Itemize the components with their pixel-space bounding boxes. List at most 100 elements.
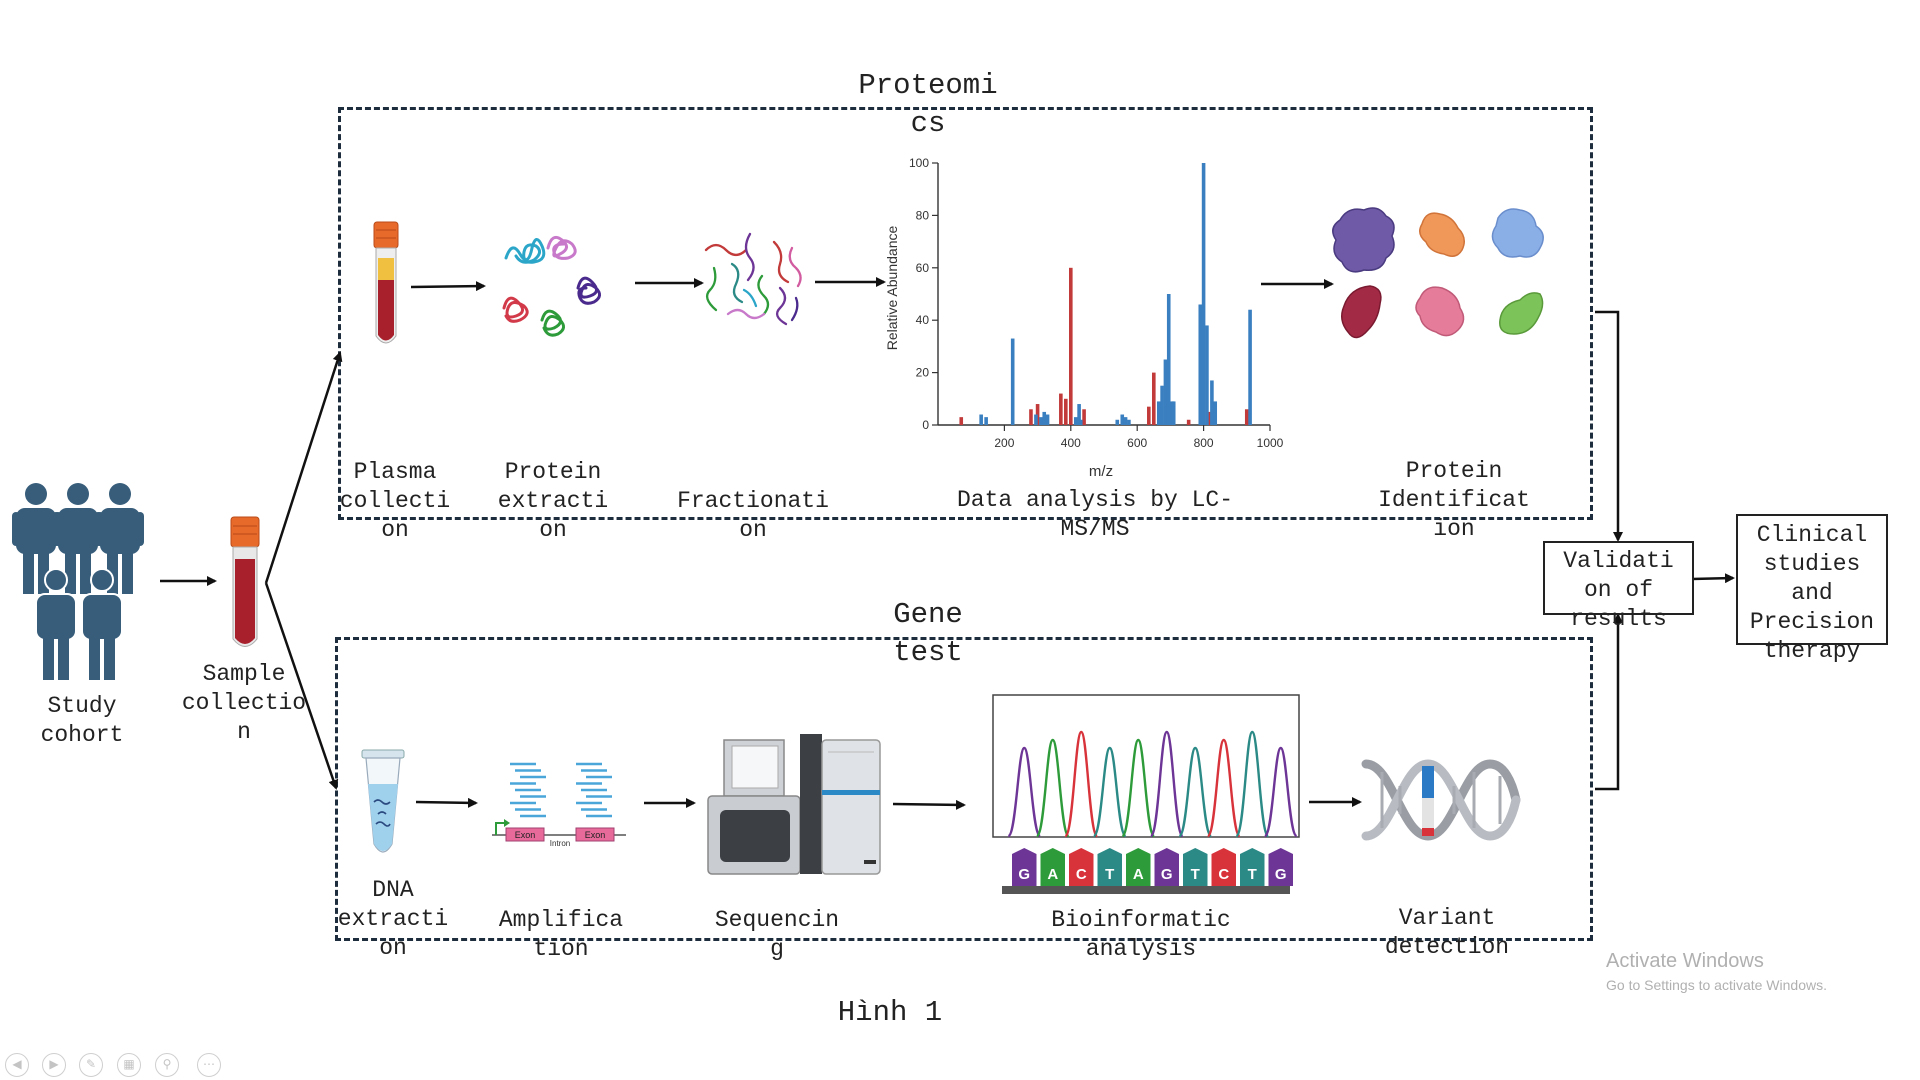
- chart-bar: [1034, 414, 1038, 425]
- chart-bar: [1147, 406, 1151, 425]
- pen-tool-icon[interactable]: ✎: [79, 1053, 103, 1077]
- chromatogram-peak: [1035, 738, 1070, 838]
- chart-bar: [1160, 385, 1164, 425]
- chart-y-tick-label: 80: [916, 208, 930, 222]
- protein-identification-label: Protein Identificat ion: [1378, 458, 1530, 542]
- base-letter: A: [1133, 866, 1144, 883]
- base-tile: [1154, 848, 1179, 886]
- arrow-sample-to-proteomics: [264, 351, 343, 584]
- connector-proteomics-to-validation: [1595, 310, 1623, 542]
- arrow-dna-to-amplification: [415, 797, 478, 808]
- amplification-label: Amplifica tion: [498, 907, 624, 962]
- chart-bar: [1156, 401, 1161, 425]
- chart-x-axis-label: m/z: [1089, 463, 1113, 480]
- chart-y-tick-label: 0: [922, 418, 929, 432]
- arrow-seq-to-bioinformatic: [892, 799, 966, 810]
- amplification-icon: Exon Intron Exon: [492, 762, 626, 848]
- chart-y-tick-label: 100: [909, 156, 929, 170]
- chart-bar: [1166, 294, 1171, 425]
- chart-bar: [1198, 304, 1203, 425]
- chart-y-tick-label: 40: [916, 313, 930, 327]
- base-letter: T: [1248, 866, 1257, 883]
- exon-right-text: Exon: [585, 830, 606, 840]
- chromatogram-peak: [1121, 738, 1156, 838]
- chart-bar: [1201, 163, 1206, 425]
- chart-bar: [1045, 414, 1050, 425]
- chromatogram-peak: [1263, 746, 1298, 838]
- sample-collection-label: Sample collectio n: [181, 661, 307, 745]
- chart-bar: [1123, 417, 1128, 425]
- base-tile: [1268, 848, 1293, 886]
- clinical-box: [1736, 514, 1888, 645]
- base-letter: T: [1191, 866, 1200, 883]
- base-tile: [1012, 848, 1037, 886]
- proteomics-box: [338, 107, 1593, 520]
- validation-box: [1543, 541, 1694, 615]
- protein-extraction-label: Protein extracti on: [497, 459, 609, 543]
- base-letter: C: [1076, 866, 1087, 883]
- more-options-icon[interactable]: ⋯: [197, 1053, 221, 1077]
- chart-bar: [1205, 325, 1209, 425]
- chart-bar: [1010, 338, 1015, 425]
- study-cohort-people-icon: [12, 483, 144, 680]
- next-slide-icon[interactable]: ▶: [42, 1053, 66, 1077]
- base-letter: G: [1161, 866, 1173, 883]
- chromatogram-peak: [1007, 746, 1042, 838]
- slide-sorter-icon[interactable]: ▦: [117, 1053, 141, 1077]
- base-letter: A: [1047, 866, 1058, 883]
- dna-extraction-label: DNA extracti on: [337, 877, 449, 961]
- base-letter: G: [1275, 866, 1287, 883]
- chromatogram-peak: [1064, 730, 1099, 838]
- base-letter: C: [1218, 866, 1229, 883]
- chromatogram-peak: [1206, 738, 1241, 838]
- base-tile: [1183, 848, 1208, 886]
- chart-bar: [984, 417, 988, 425]
- validation-label: Validati on of results: [1563, 548, 1674, 632]
- chart-x-tick-label: 400: [1061, 436, 1081, 450]
- chart-bar: [1163, 359, 1168, 425]
- intron-text: Intron: [550, 839, 570, 848]
- base-tile: [1097, 848, 1122, 886]
- chart-bar: [1210, 380, 1214, 425]
- zoom-icon[interactable]: ⚲: [155, 1053, 179, 1077]
- chart-x-tick-label: 800: [1194, 436, 1214, 450]
- chart-bar: [1069, 267, 1073, 425]
- chart-bar: [1064, 398, 1068, 425]
- dna-extraction-tube-icon: [361, 749, 405, 853]
- study-cohort-label: Study cohort: [40, 693, 124, 748]
- chart-bar: [1171, 401, 1176, 425]
- chart-bar: [1186, 419, 1191, 425]
- chart-bar: [1073, 417, 1078, 425]
- chart-bar: [1029, 409, 1033, 425]
- lcms-spectrum-chart: 0 20 40 60 80 100 200 400 600 800 1000 m/z Relati…: [884, 156, 1284, 480]
- gene-test-title: Gene test: [893, 598, 963, 669]
- protein-identification-icon: [1332, 207, 1544, 339]
- chart-bar: [1039, 417, 1043, 425]
- chart-bar: [1213, 401, 1218, 425]
- fractionation-icon: [704, 232, 802, 326]
- arrow-validation-to-clinical: [1691, 573, 1735, 584]
- plasma-tube-icon: [373, 221, 399, 344]
- plasma-collection-label: Plasma collecti on: [339, 459, 451, 543]
- base-letter: G: [1018, 866, 1030, 883]
- arrow-plasma-to-protein: [410, 281, 486, 292]
- chart-bar: [1244, 409, 1249, 425]
- fractionation-label: Fractionati on: [677, 488, 829, 543]
- chart-y-tick-label: 20: [916, 366, 930, 380]
- chart-bar: [1115, 419, 1120, 425]
- chart-bar: [1059, 393, 1063, 425]
- base-tile: [1069, 848, 1094, 886]
- exon-left-text: Exon: [515, 830, 536, 840]
- chart-bar: [959, 417, 964, 425]
- chart-bar: [1077, 404, 1081, 425]
- lcms-analysis-label: Data analysis by LC- MS/MS: [956, 487, 1234, 542]
- sequencer-machine-icon: [707, 734, 881, 875]
- connector-gene-to-validation: [1595, 613, 1623, 791]
- base-tile: [1040, 848, 1065, 886]
- previous-slide-icon[interactable]: ◀: [5, 1053, 29, 1077]
- chart-y-tick-label: 60: [916, 261, 930, 275]
- sequencing-label: Sequencin g: [714, 907, 840, 962]
- variant-detection-label: Variant detection: [1384, 905, 1510, 960]
